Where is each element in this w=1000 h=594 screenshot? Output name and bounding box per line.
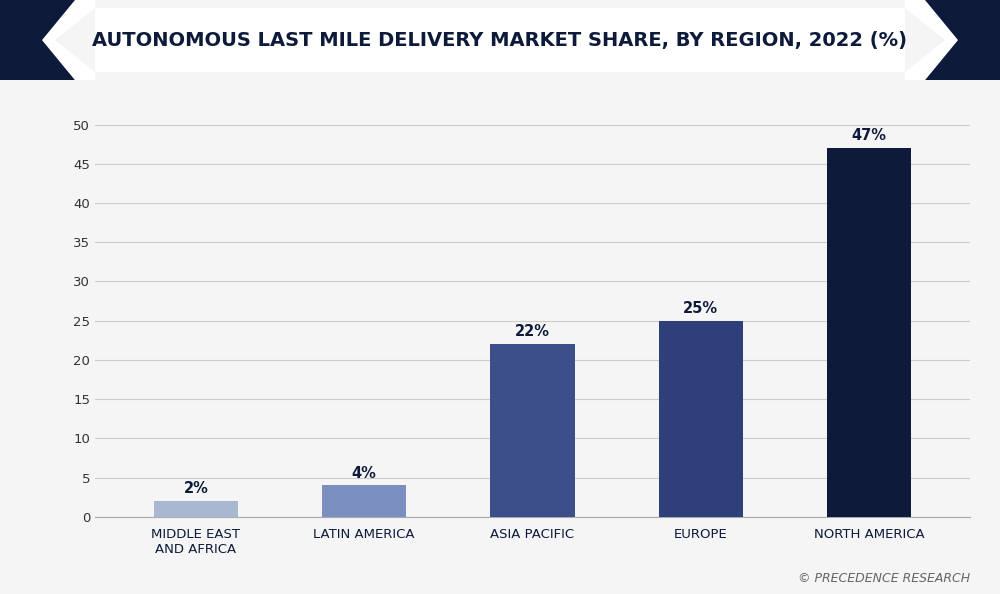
Text: 25%: 25% <box>683 301 718 316</box>
Polygon shape <box>0 0 75 80</box>
Bar <box>827 148 911 517</box>
Text: 2%: 2% <box>184 481 208 497</box>
Polygon shape <box>0 0 95 80</box>
Text: 47%: 47% <box>852 128 887 143</box>
Polygon shape <box>905 0 1000 80</box>
Bar <box>154 501 238 517</box>
Polygon shape <box>925 0 1000 80</box>
Bar <box>95 8 905 72</box>
Text: AUTONOMOUS LAST MILE DELIVERY MARKET SHARE, BY REGION, 2022 (%): AUTONOMOUS LAST MILE DELIVERY MARKET SHA… <box>92 31 908 49</box>
Bar <box>659 321 743 517</box>
Text: 4%: 4% <box>352 466 377 481</box>
Bar <box>322 485 406 517</box>
Text: 22%: 22% <box>515 324 550 340</box>
Bar <box>490 344 575 517</box>
Text: © PRECEDENCE RESEARCH: © PRECEDENCE RESEARCH <box>798 572 970 585</box>
